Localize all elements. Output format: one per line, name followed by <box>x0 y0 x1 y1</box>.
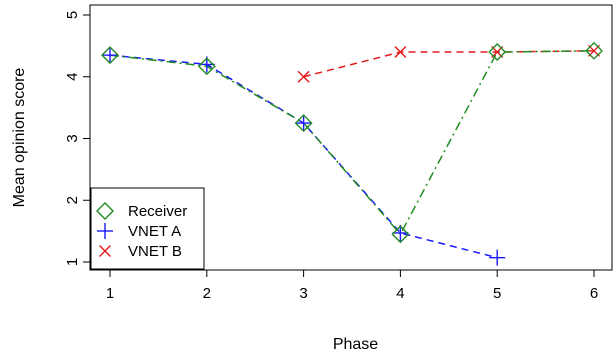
plot-border <box>89 4 613 271</box>
x-tick-label: 5 <box>493 285 501 302</box>
series-layer <box>101 41 603 266</box>
legend-label-receiver: Receiver <box>128 203 187 220</box>
legend: Receiver VNET A VNET B <box>90 187 205 270</box>
x-tick-label: 3 <box>299 285 307 302</box>
x-axis-title: Phase <box>333 336 378 353</box>
y-axis-title: Mean opinion score <box>11 68 28 208</box>
series-line-receiver <box>109 50 595 236</box>
legend-marker-vnet-b <box>99 245 111 257</box>
data-point-receiver <box>585 41 603 60</box>
data-point-receiver <box>101 46 119 65</box>
axes-layer: 1 2 3 4 5 6 1 2 3 4 5 Phase Mean opinion score <box>11 11 598 353</box>
legend-label-vnet-a: VNET A <box>128 223 181 240</box>
x-tick-label: 6 <box>590 285 598 302</box>
y-tick-label: 1 <box>64 258 81 266</box>
data-point-vnet-a <box>489 249 506 266</box>
data-point-vnet-a <box>392 224 409 241</box>
data-point-receiver <box>391 225 410 244</box>
data-point-receiver <box>294 114 313 133</box>
y-tick-label: 2 <box>64 196 81 204</box>
data-point-vnet-a <box>295 115 312 132</box>
y-tick-label: 4 <box>64 73 81 81</box>
legend-label-vnet-b: VNET B <box>128 243 182 260</box>
data-point-vnet-a <box>102 47 118 64</box>
y-tick-label: 5 <box>64 11 81 19</box>
legend-marker-receiver <box>96 202 114 220</box>
data-point-receiver <box>488 43 507 62</box>
y-tick-label: 3 <box>64 134 81 142</box>
plot-frame <box>89 4 613 271</box>
legend-marker-vnet-a <box>97 223 113 239</box>
series-line-vnet-b <box>303 50 595 78</box>
x-tick-label: 4 <box>396 285 404 302</box>
x-tick-label: 1 <box>106 285 114 302</box>
x-tick-label: 2 <box>203 285 211 302</box>
data-point-vnet-b <box>394 46 407 59</box>
data-point-receiver <box>197 57 216 76</box>
data-point-vnet-b <box>297 70 310 83</box>
